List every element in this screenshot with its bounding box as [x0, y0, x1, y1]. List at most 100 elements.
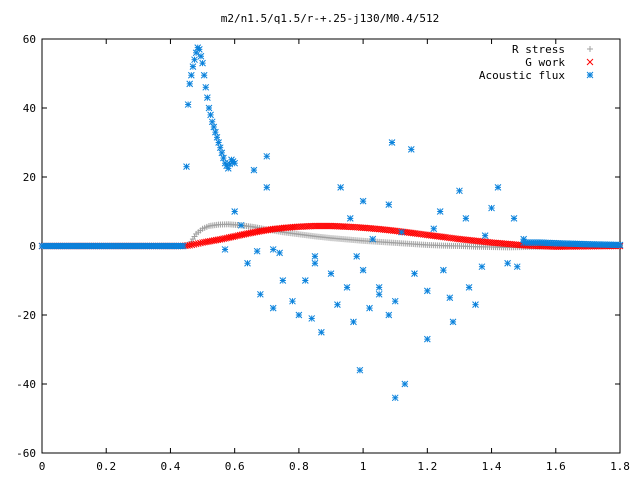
data-point — [218, 149, 226, 157]
data-point — [465, 284, 473, 291]
data-point — [494, 183, 502, 191]
data-point — [189, 63, 197, 70]
y-tick-label: -60 — [16, 447, 36, 460]
data-point — [456, 187, 463, 195]
x-tick-label: 1.4 — [482, 460, 502, 473]
data-point — [311, 252, 319, 260]
data-point — [212, 128, 219, 136]
data-point — [411, 270, 418, 277]
data-point — [210, 123, 218, 131]
data-point — [183, 163, 190, 171]
data-point — [216, 144, 224, 152]
data-point — [195, 45, 203, 53]
data-point — [200, 71, 208, 79]
data-point — [179, 242, 187, 250]
data-point — [391, 394, 399, 402]
x-tick-label: 1.2 — [417, 460, 437, 473]
data-point — [366, 304, 373, 312]
data-point — [237, 221, 245, 229]
data-point — [356, 366, 364, 374]
data-point — [385, 311, 393, 319]
legend-marker — [586, 58, 594, 66]
data-point — [446, 294, 454, 302]
data-point — [308, 315, 316, 322]
data-point — [510, 215, 518, 222]
data-point — [401, 380, 409, 388]
x-tick-label: 0.4 — [161, 460, 181, 473]
data-point — [462, 215, 470, 222]
data-point — [407, 146, 415, 153]
series-acoustic-flux — [38, 44, 624, 402]
data-point — [359, 197, 367, 205]
data-point — [231, 208, 239, 215]
data-point — [616, 241, 624, 249]
x-tick-label: 0.8 — [289, 460, 309, 473]
legend-label: G work — [525, 56, 565, 69]
data-point — [388, 139, 396, 146]
data-point — [311, 259, 319, 267]
data-point — [295, 311, 303, 319]
data-point — [472, 301, 479, 309]
data-point — [204, 94, 211, 102]
data-point — [504, 259, 511, 267]
data-point — [289, 297, 296, 305]
data-point — [334, 301, 341, 309]
data-point — [205, 104, 213, 112]
data-point — [184, 101, 192, 108]
data-point — [250, 166, 258, 174]
series-layer — [38, 44, 624, 402]
data-point — [440, 266, 447, 274]
data-point — [375, 290, 383, 298]
data-point — [197, 239, 204, 247]
data-point — [318, 328, 325, 336]
y-tick-label: 40 — [23, 102, 36, 115]
data-point — [276, 249, 283, 257]
data-point — [213, 133, 221, 141]
data-point — [187, 71, 195, 79]
y-tick-label: 0 — [29, 240, 36, 253]
legend-label: R stress — [512, 43, 565, 56]
data-point — [253, 247, 261, 255]
data-point — [269, 246, 277, 253]
data-point — [231, 159, 239, 167]
data-point — [208, 118, 216, 126]
data-point — [197, 52, 205, 60]
data-point — [346, 215, 354, 222]
data-point — [263, 183, 271, 191]
data-point — [423, 287, 431, 295]
x-tick-label: 1 — [360, 460, 367, 473]
data-point — [430, 225, 438, 233]
x-tick-label: 0.6 — [225, 460, 245, 473]
data-point — [279, 277, 287, 284]
data-point — [375, 284, 383, 291]
data-point — [207, 111, 214, 119]
data-point — [186, 80, 194, 88]
data-point — [269, 304, 277, 312]
data-point — [369, 235, 377, 243]
data-point — [398, 228, 405, 236]
axes-ticks: 0 0.2 0.4 0.6 0.8 1 1.2 1.4 1.6 1.8 -60 -40 -20 0 20 40… — [16, 33, 630, 473]
data-point — [337, 183, 344, 191]
data-point — [436, 208, 444, 215]
x-tick-label: 0.2 — [96, 460, 116, 473]
data-point — [478, 263, 486, 271]
chart-title: m2/n1.5/q1.5/r-+.25-j130/M0.4/512 — [221, 12, 440, 25]
data-point — [327, 270, 335, 277]
data-point — [244, 259, 251, 267]
legend-marker — [586, 71, 594, 79]
data-point — [359, 266, 367, 274]
x-tick-label: 1.6 — [546, 460, 566, 473]
data-point — [301, 277, 309, 284]
data-point — [215, 139, 222, 146]
data-point — [353, 252, 361, 260]
data-point — [391, 297, 399, 305]
y-tick-label: -40 — [16, 378, 36, 391]
data-point — [343, 284, 351, 291]
data-point — [513, 263, 521, 271]
data-point — [385, 201, 393, 208]
data-point — [481, 232, 489, 240]
data-point — [220, 154, 227, 162]
data-point — [263, 152, 271, 160]
